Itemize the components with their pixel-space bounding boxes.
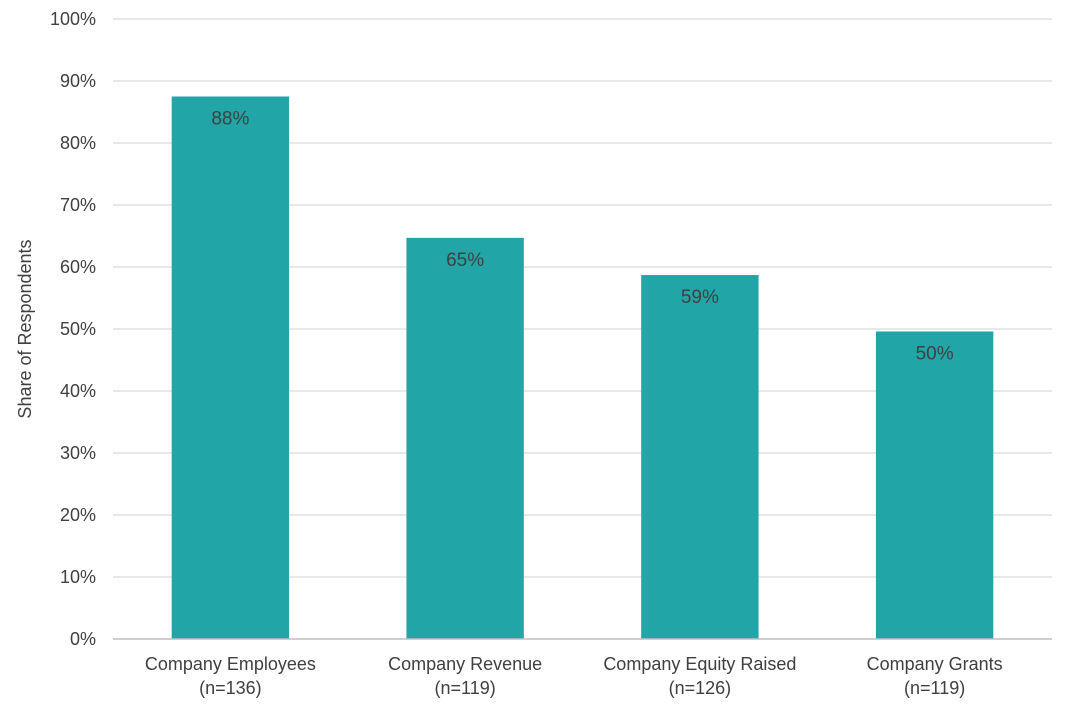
bars: 88% 65% 59% 50% bbox=[171, 96, 994, 640]
y-tick-label: 70% bbox=[60, 195, 96, 215]
x-tick-label: Company Revenue bbox=[388, 654, 542, 674]
bar bbox=[171, 96, 290, 639]
x-tick-label: Company Equity Raised bbox=[603, 654, 796, 674]
y-tick-label: 60% bbox=[60, 257, 96, 277]
y-tick-label: 40% bbox=[60, 381, 96, 401]
y-tick-label: 50% bbox=[60, 319, 96, 339]
y-tick-label: 80% bbox=[60, 133, 96, 153]
x-tick-label: (n=126) bbox=[669, 678, 732, 698]
y-tick-label: 90% bbox=[60, 71, 96, 91]
y-axis-title: Share of Respondents bbox=[15, 239, 35, 418]
y-tick-label: 100% bbox=[50, 9, 96, 29]
data-label: 59% bbox=[681, 287, 719, 308]
x-tick-label: (n=119) bbox=[904, 678, 965, 698]
x-tick-label: (n=136) bbox=[199, 678, 262, 698]
x-tick-label: Company Employees bbox=[145, 654, 316, 674]
y-tick-label: 20% bbox=[60, 505, 96, 525]
y-tick-label: 10% bbox=[60, 567, 96, 587]
axes: 0% 10% 20% 30% 40% 50% 60% 70% 80% 90% 100% Company… bbox=[50, 9, 1052, 698]
bar bbox=[406, 237, 524, 640]
bar bbox=[641, 275, 759, 639]
y-tick-label: 0% bbox=[70, 629, 96, 649]
data-label: 50% bbox=[916, 343, 954, 364]
data-label: 88% bbox=[211, 109, 249, 130]
data-label: 65% bbox=[446, 250, 484, 271]
bar bbox=[875, 331, 994, 639]
y-tick-label: 30% bbox=[60, 443, 96, 463]
x-tick-label: Company Grants bbox=[867, 654, 1003, 674]
x-tick-label: (n=119) bbox=[435, 678, 496, 698]
